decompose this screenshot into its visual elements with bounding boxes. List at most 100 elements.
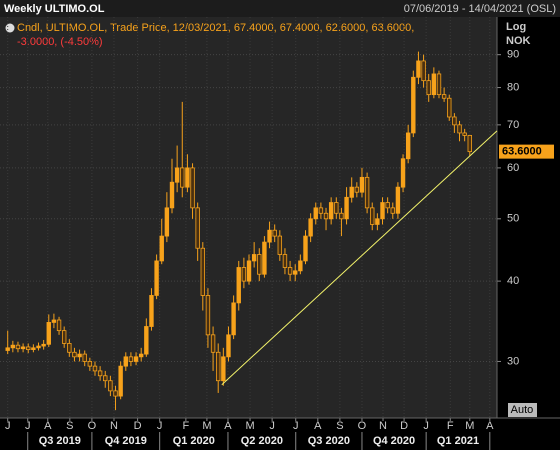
candle-body (108, 380, 113, 392)
candle-body (416, 60, 421, 78)
candle-body (426, 80, 431, 96)
candle-body (277, 235, 283, 255)
candle-body (421, 60, 426, 82)
legend-icon (5, 23, 15, 33)
quarter-label: Q2 2020 (241, 435, 283, 447)
candle-body (164, 207, 170, 237)
candle-body (67, 343, 72, 353)
candle-body (272, 229, 277, 237)
candle-body (113, 390, 118, 397)
x-tick-label: A (486, 420, 494, 432)
x-tick-label: N (110, 420, 118, 432)
candle-body (10, 344, 16, 349)
x-tick-label: F (182, 420, 189, 432)
candle-body (154, 260, 159, 296)
candle-body (185, 167, 190, 188)
candle-body (339, 212, 344, 220)
candle-body (31, 347, 36, 351)
y-tick-label: 50 (507, 213, 519, 225)
scale-label: Log (506, 21, 526, 33)
quarter-label: Q3 2019 (39, 435, 81, 447)
trend-line (221, 130, 498, 386)
quarter-label: Q3 2020 (308, 435, 350, 447)
candle-body (36, 345, 41, 349)
candle-body (293, 270, 298, 275)
candle-body (190, 167, 195, 209)
chart-title: Weekly ULTIMO.OL (4, 3, 105, 15)
x-tick-label: J (423, 420, 429, 432)
candle-body (231, 302, 236, 336)
auto-button[interactable] (508, 403, 537, 417)
candle-body (82, 353, 87, 362)
candle-body (92, 365, 98, 372)
candle-body (262, 241, 267, 275)
candle-body (216, 351, 221, 382)
candle-body (359, 176, 365, 193)
candle-body (457, 124, 462, 134)
x-tick-label: S (66, 420, 73, 432)
quarter-label: Q4 2019 (105, 435, 147, 447)
candle-body (251, 254, 257, 262)
candle-body (174, 167, 180, 183)
candle-body (441, 94, 447, 99)
candle-body (56, 319, 62, 332)
candle-body (375, 218, 380, 225)
candle-body (385, 202, 390, 209)
candle-body (15, 344, 21, 350)
quarter-label: Q4 2020 (373, 435, 415, 447)
x-tick-label: M (245, 420, 254, 432)
candle-body (205, 295, 211, 336)
candle-body (246, 260, 252, 282)
candle-body (467, 135, 472, 153)
candle-body (328, 202, 334, 220)
quarter-label: Q1 2021 (437, 435, 479, 447)
date-range: 07/06/2019 - 14/04/2021 (OSL) (404, 3, 556, 15)
unit-label: NOK (506, 35, 531, 47)
candle-body (5, 347, 10, 351)
auto-label[interactable]: Auto (511, 404, 534, 416)
candle-body (400, 158, 406, 188)
candle-body (364, 176, 370, 209)
y-tick-label: 30 (507, 355, 519, 367)
candle-body (282, 254, 288, 268)
candle-body (411, 76, 416, 134)
y-tick-label: 70 (507, 119, 519, 131)
candle-body (395, 186, 401, 214)
x-tick-label: S (336, 420, 343, 432)
candle-body (390, 207, 395, 214)
candle-body (195, 207, 200, 249)
x-tick-label: O (88, 420, 97, 432)
x-tick-label: J (5, 420, 11, 432)
candle-body (200, 247, 206, 296)
candle-body (169, 181, 175, 209)
candle-body (287, 267, 293, 275)
candle-body (436, 73, 442, 96)
candle-body (318, 207, 324, 214)
x-tick-label: J (269, 420, 275, 432)
candle-body (380, 202, 385, 220)
legend-text: Cndl, ULTIMO.OL, Trade Price, 12/03/2021… (17, 22, 414, 34)
candle-body (46, 322, 51, 345)
candle-body (26, 346, 31, 351)
candle-body (128, 356, 134, 362)
candle-body (87, 361, 93, 367)
candle-body (221, 356, 226, 382)
x-tick-label: J (25, 420, 31, 432)
candle-body (462, 132, 467, 136)
x-tick-label: J (157, 420, 163, 432)
x-tick-label: A (314, 420, 322, 432)
candle-body (313, 207, 318, 220)
candle-body (267, 229, 272, 243)
candle-body (405, 132, 411, 160)
candle-body (97, 370, 103, 377)
y-tick-label: 80 (507, 81, 519, 93)
candle-body (138, 353, 144, 358)
candle-body (149, 295, 154, 327)
candle-body (298, 260, 303, 272)
candle-body (51, 319, 57, 323)
legend-change: -3.0000, (-4.50%) (17, 36, 103, 48)
last-price-label: 63.6000 (502, 146, 542, 158)
candle-body (61, 330, 67, 344)
x-tick-label: A (224, 420, 232, 432)
